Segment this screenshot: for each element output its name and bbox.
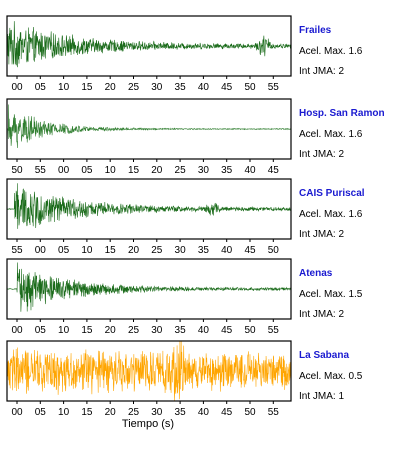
x-tick-label: 35 xyxy=(175,325,187,336)
x-tick-label: 15 xyxy=(81,82,93,93)
jma-intensity-label: Int JMA: 2 xyxy=(299,309,344,320)
x-tick-label: 10 xyxy=(58,82,70,93)
x-tick-label: 35 xyxy=(175,82,187,93)
x-tick-label: 00 xyxy=(11,407,23,418)
x-tick-label: 35 xyxy=(221,165,233,176)
x-tick-label: 10 xyxy=(105,165,117,176)
x-tick-label: 30 xyxy=(198,165,210,176)
x-tick-label: 50 xyxy=(244,325,256,336)
x-tick-label: 20 xyxy=(105,407,117,418)
x-tick-label: 55 xyxy=(11,245,23,256)
x-tick-label: 30 xyxy=(175,245,187,256)
panel-1: 00 05 10 15 20 25 30 35 40 45 50 55 Frailes Acel. Max… xyxy=(6,15,363,93)
waveform-trace xyxy=(7,341,291,401)
x-tick-label: 00 xyxy=(35,245,47,256)
x-tick-label: 45 xyxy=(221,407,233,418)
waveform-trace xyxy=(7,183,291,229)
waveform-trace xyxy=(7,104,291,149)
accel-max-label: Acel. Max. 1.6 xyxy=(299,46,363,57)
x-tick-label: 30 xyxy=(151,407,163,418)
x-tick-label: 10 xyxy=(81,245,93,256)
x-tick-label: 50 xyxy=(268,245,280,256)
panel-3: 55 00 05 10 15 20 25 30 35 40 45 50 CAIS Puriscal Ace… xyxy=(6,178,365,256)
x-tick-label: 25 xyxy=(151,245,163,256)
jma-intensity-label: Int JMA: 1 xyxy=(299,391,344,402)
x-tick-label: 05 xyxy=(35,325,47,336)
x-tick-label: 10 xyxy=(58,325,70,336)
x-tick-label: 55 xyxy=(268,407,280,418)
station-name: Frailes xyxy=(299,25,332,36)
x-tick-label: 55 xyxy=(35,165,47,176)
x-tick-label: 50 xyxy=(244,407,256,418)
panel-frame xyxy=(6,340,292,402)
x-tick-label: 45 xyxy=(221,82,233,93)
x-tick-label: 35 xyxy=(198,245,210,256)
x-tick-label: 40 xyxy=(198,325,210,336)
x-tick-label: 45 xyxy=(244,245,256,256)
x-tick-label: 40 xyxy=(198,82,210,93)
x-tick-label: 45 xyxy=(221,325,233,336)
x-tick-label: 20 xyxy=(151,165,163,176)
waveform-trace xyxy=(7,262,291,312)
accel-max-label: Acel. Max. 0.5 xyxy=(299,371,363,382)
x-tick-label: 50 xyxy=(11,165,23,176)
x-tick-label: 05 xyxy=(35,82,47,93)
x-tick-label: 50 xyxy=(244,82,256,93)
x-tick-label: 15 xyxy=(128,165,140,176)
station-name: CAIS Puriscal xyxy=(299,188,365,199)
x-tick-label: 35 xyxy=(175,407,187,418)
x-tick-label: 40 xyxy=(198,407,210,418)
panel-5: 00 05 10 15 20 25 30 35 40 45 50 55 La Sabana Acel. M… xyxy=(6,340,363,418)
x-tick-label: 25 xyxy=(128,325,140,336)
x-tick-label: 10 xyxy=(58,407,70,418)
x-tick-label: 05 xyxy=(35,407,47,418)
x-tick-label: 30 xyxy=(151,82,163,93)
x-tick-label: 15 xyxy=(81,407,93,418)
panel-frame xyxy=(6,178,292,240)
panel-2: 50 55 00 05 10 15 20 25 30 35 40 45 Hosp. San Ramon A… xyxy=(6,98,385,176)
x-tick-label: 05 xyxy=(58,245,70,256)
x-tick-label: 25 xyxy=(128,407,140,418)
station-name: Atenas xyxy=(299,268,333,279)
x-tick-label: 15 xyxy=(105,245,117,256)
panel-frame xyxy=(6,98,292,160)
x-tick-label: 45 xyxy=(268,165,280,176)
x-tick-label: 15 xyxy=(81,325,93,336)
x-tick-label: 25 xyxy=(175,165,187,176)
panel-frame xyxy=(6,15,292,77)
jma-intensity-label: Int JMA: 2 xyxy=(299,229,344,240)
station-name: La Sabana xyxy=(299,350,349,361)
x-tick-label: 00 xyxy=(58,165,70,176)
accel-max-label: Acel. Max. 1.6 xyxy=(299,129,363,140)
waveform-trace xyxy=(7,21,291,68)
x-tick-label: 40 xyxy=(244,165,256,176)
jma-intensity-label: Int JMA: 2 xyxy=(299,66,344,77)
x-tick-label: 55 xyxy=(268,325,280,336)
x-tick-label: 25 xyxy=(128,82,140,93)
panels-layer: 00 05 10 15 20 25 30 35 40 45 50 55 Frailes Acel. Max… xyxy=(6,15,385,418)
x-tick-label: 20 xyxy=(105,82,117,93)
x-tick-label: 30 xyxy=(151,325,163,336)
x-tick-label: 20 xyxy=(128,245,140,256)
station-name: Hosp. San Ramon xyxy=(299,108,385,119)
panel-4: 00 05 10 15 20 25 30 35 40 45 50 55 Atenas Acel. Max.… xyxy=(6,258,363,336)
accel-max-label: Acel. Max. 1.5 xyxy=(299,289,363,300)
x-tick-label: 20 xyxy=(105,325,117,336)
x-tick-label: 00 xyxy=(11,325,23,336)
x-axis-label: Tiempo (s) xyxy=(122,418,174,430)
x-tick-label: 55 xyxy=(268,82,280,93)
accel-max-label: Acel. Max. 1.6 xyxy=(299,209,363,220)
x-tick-label: 40 xyxy=(221,245,233,256)
jma-intensity-label: Int JMA: 2 xyxy=(299,149,344,160)
panel-frame xyxy=(6,258,292,320)
x-tick-label: 00 xyxy=(11,82,23,93)
x-tick-label: 05 xyxy=(81,165,93,176)
